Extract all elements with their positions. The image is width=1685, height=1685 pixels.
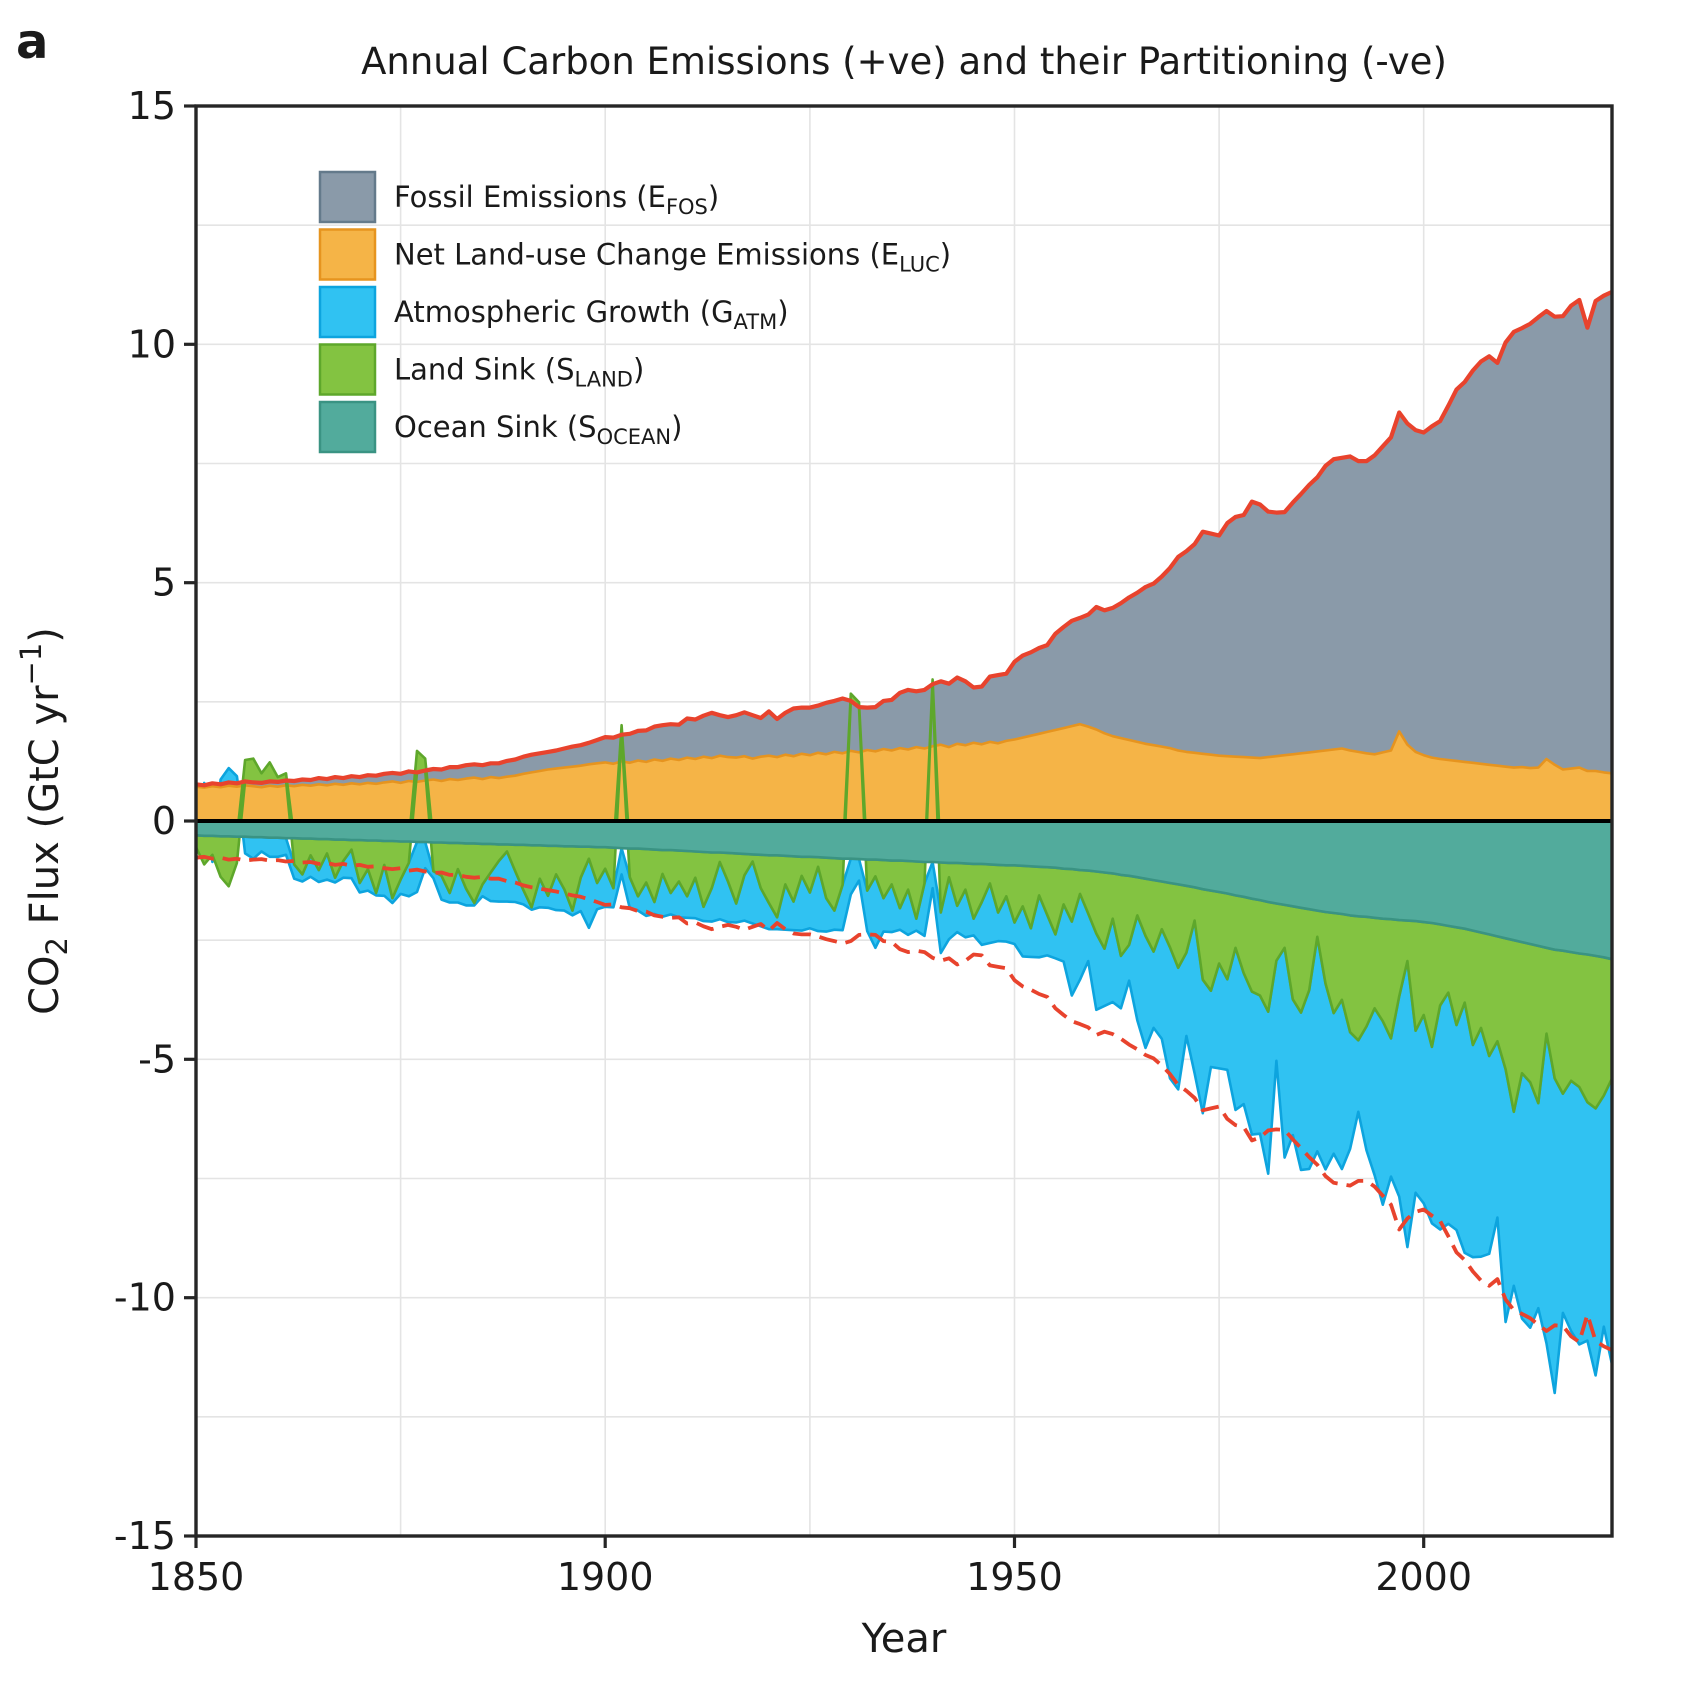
- mirrored-total-dashed-line: [195, 854, 1613, 1352]
- legend-swatch-efos: [318, 170, 377, 224]
- legend-swatch-socean: [318, 400, 377, 454]
- y-tick-label: 0: [152, 799, 176, 843]
- legend-label-eluc: Net Land-use Change Emissions (ELUC): [394, 238, 951, 277]
- total-emissions-line: [195, 289, 1613, 788]
- x-tick-label: 2000: [1375, 1555, 1472, 1599]
- y-tick-label: -15: [114, 1514, 176, 1558]
- legend-item-sland: Land Sink (SLAND): [318, 343, 644, 396]
- axis-ticks: [184, 104, 1426, 1548]
- area-fossil-emissions: [196, 291, 1612, 788]
- legend-item-socean: Ocean Sink (SOCEAN): [318, 400, 682, 454]
- legend-label-sland: Land Sink (SLAND): [394, 353, 644, 392]
- panel-label: a: [16, 14, 48, 70]
- y-tick-label: -10: [114, 1276, 176, 1320]
- x-tick-label: 1900: [557, 1555, 654, 1599]
- y-tick-label: 5: [152, 561, 176, 605]
- y-tick-label: 15: [128, 84, 176, 128]
- legend-swatch-gatm: [318, 285, 377, 339]
- legend-swatch-eluc: [318, 228, 377, 281]
- legend-label-gatm: Atmospheric Growth (GATM): [394, 295, 789, 334]
- legend-item-efos: Fossil Emissions (EFOS): [318, 170, 719, 224]
- y-tick-label: 10: [128, 322, 176, 366]
- x-axis-label: Year: [861, 1616, 947, 1662]
- legend-item-eluc: Net Land-use Change Emissions (ELUC): [318, 228, 951, 281]
- legend-label-socean: Ocean Sink (SOCEAN): [394, 410, 682, 449]
- y-tick-label: -5: [138, 1037, 176, 1081]
- legend: Fossil Emissions (EFOS) Net Land-use Chan…: [318, 170, 951, 454]
- x-tick-label: 1950: [966, 1555, 1063, 1599]
- legend-item-gatm: Atmospheric Growth (GATM): [318, 285, 789, 339]
- legend-label-efos: Fossil Emissions (EFOS): [394, 180, 719, 219]
- x-tick-label: 1850: [148, 1555, 245, 1599]
- chart-title: Annual Carbon Emissions (+ve) and their …: [361, 40, 1447, 83]
- legend-swatch-sland: [318, 343, 377, 396]
- y-axis-label: CO2 Flux (GtC yr−1): [14, 627, 74, 1015]
